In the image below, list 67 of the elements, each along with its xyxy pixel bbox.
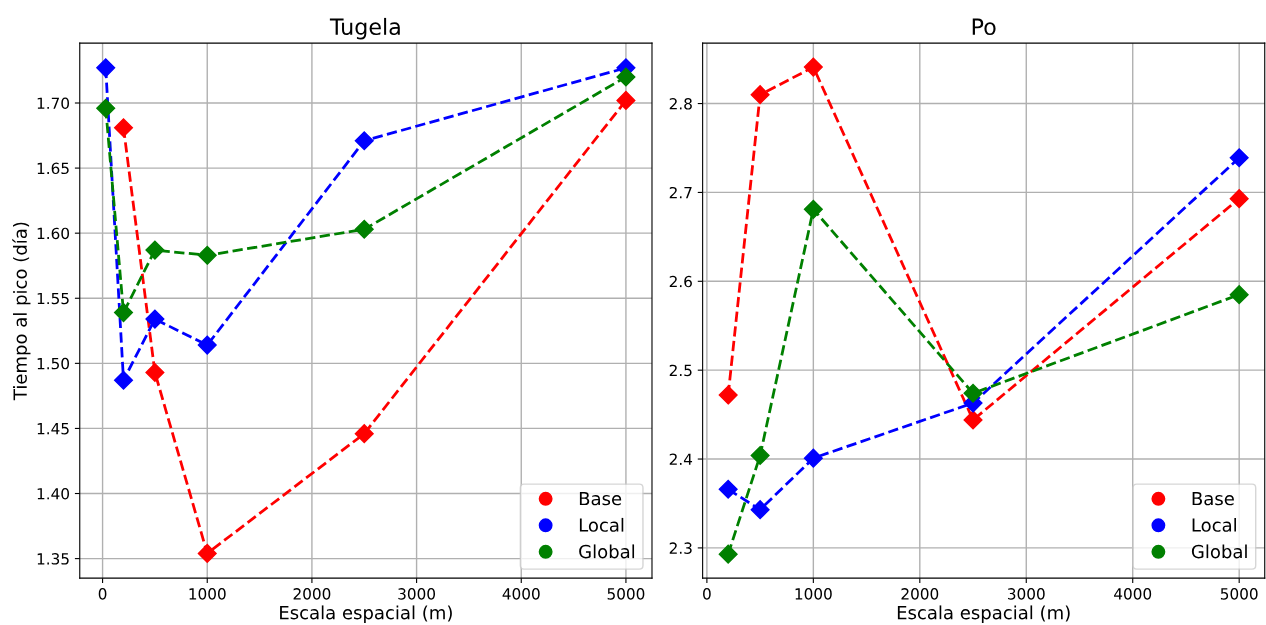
- legend-label: Local: [579, 517, 624, 532]
- point: [96, 58, 116, 78]
- x-tick-label: 5000: [1220, 588, 1258, 600]
- legend-label: Base: [579, 491, 622, 506]
- y-tick-label: 1.65: [37, 162, 69, 175]
- y-tick-label: 1.50: [37, 357, 70, 370]
- point: [113, 370, 134, 390]
- x-tick-label: 0: [703, 588, 711, 600]
- x-tick-label: 4000: [502, 588, 540, 600]
- x-tick-label: 5000: [607, 588, 645, 600]
- y-tick-label: 1.70: [37, 97, 70, 110]
- point: [718, 479, 738, 499]
- y-tick-label: 1.55: [37, 292, 69, 305]
- point: [145, 362, 165, 382]
- point: [718, 544, 738, 564]
- y-tick-label: 2.5: [669, 364, 692, 377]
- legend-label: Local: [1192, 517, 1236, 532]
- y-tick-label: 1.60: [37, 227, 70, 240]
- y-tick-label: 2.7: [669, 186, 692, 199]
- point: [750, 85, 770, 105]
- point: [963, 410, 983, 430]
- point: [1229, 148, 1249, 168]
- x-tick-label: 1000: [795, 588, 832, 600]
- y-tick-label: 2.6: [669, 275, 692, 288]
- x-tick-label: 2000: [901, 588, 939, 600]
- point: [197, 335, 217, 355]
- y-tick-label: 2.4: [669, 453, 693, 465]
- legend-label: Global: [579, 544, 635, 559]
- point: [963, 383, 983, 403]
- x-axis-title: Escala espacial (m): [280, 605, 452, 623]
- point: [197, 543, 217, 563]
- point: [1229, 285, 1249, 305]
- y-axis-title: Tiempo al pico (día): [12, 222, 31, 401]
- point: [616, 67, 636, 87]
- x-tick-label: 4000: [1114, 588, 1152, 600]
- point: [750, 500, 770, 520]
- y-tick-label: 1.45: [37, 423, 69, 435]
- y-tick-label: 1.35: [37, 553, 69, 565]
- point: [145, 240, 165, 260]
- point: [803, 57, 823, 77]
- chart-title: Tugela: [329, 17, 400, 40]
- chart-title: Po: [972, 18, 996, 36]
- y-tick-label: 2.8: [669, 98, 692, 110]
- y-tick-label: 1.40: [37, 487, 70, 500]
- point: [803, 199, 823, 219]
- x-tick-label: 3000: [1007, 588, 1045, 600]
- point: [354, 131, 374, 151]
- y-tick-label: 2.3: [669, 542, 692, 554]
- x-tick-label: 3000: [398, 588, 436, 600]
- point: [96, 98, 116, 118]
- point: [113, 303, 134, 323]
- point: [354, 424, 374, 444]
- x-axis-title: Escala espacial (m): [897, 605, 1070, 623]
- legend-label: Base: [1192, 491, 1234, 506]
- point: [1229, 189, 1249, 209]
- point: [354, 219, 374, 239]
- x-tick-label: 0: [98, 588, 107, 600]
- point: [803, 448, 823, 468]
- legend-label: Global: [1191, 544, 1247, 559]
- point: [197, 245, 217, 265]
- point: [113, 118, 134, 138]
- point: [750, 445, 770, 466]
- x-tick-label: 2000: [293, 588, 331, 600]
- x-tick-label: 1000: [189, 588, 226, 600]
- point: [718, 385, 738, 405]
- point: [616, 90, 636, 110]
- point: [145, 309, 165, 329]
